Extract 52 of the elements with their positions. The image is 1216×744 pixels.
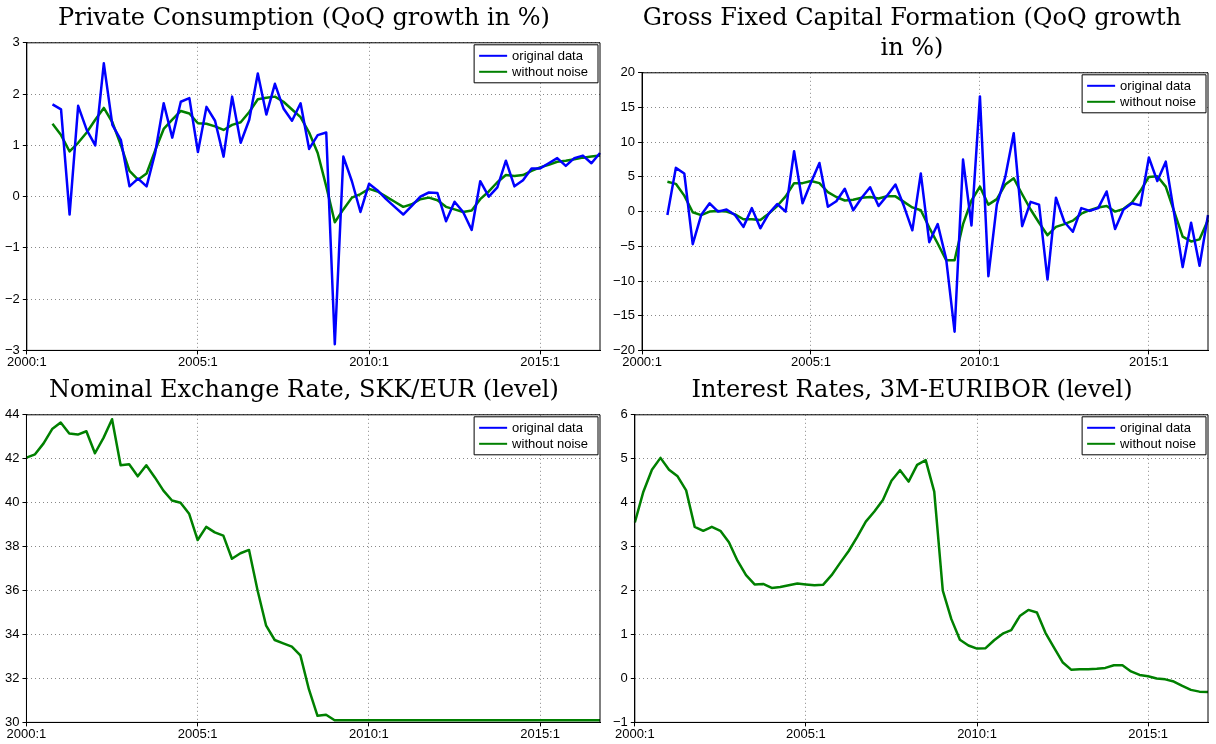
x-tick-label: 2005:1 bbox=[791, 353, 831, 369]
y-tick-label: 3 bbox=[12, 34, 20, 50]
y-tick-label: 5 bbox=[620, 450, 628, 466]
x-tick-label: 2005:1 bbox=[177, 725, 218, 741]
y-tick-label: −1 bbox=[4, 239, 20, 255]
legend-label: original data bbox=[512, 48, 584, 64]
x-tick-label: 2015:1 bbox=[520, 353, 560, 369]
x-tick-label: 2015:1 bbox=[1128, 353, 1169, 369]
chart-title: Nominal Exchange Rate, SKK/EUR (level) bbox=[48, 374, 560, 404]
x-tick-label: 2005:1 bbox=[786, 725, 826, 741]
x-tick-label: 2010:1 bbox=[957, 725, 997, 741]
y-tick-label: 1 bbox=[12, 136, 20, 152]
y-tick-label: 4 bbox=[620, 494, 628, 510]
y-tick-label: 3 bbox=[620, 538, 628, 554]
x-tick-label: 2015:1 bbox=[1128, 725, 1168, 741]
legend-label: without noise bbox=[1119, 94, 1197, 110]
y-tick-label: 6 bbox=[620, 406, 628, 422]
x-tick-label: 2010:1 bbox=[348, 725, 389, 741]
legend-label: original data bbox=[512, 420, 584, 436]
y-tick-label: 36 bbox=[4, 582, 20, 598]
y-tick-label: 2 bbox=[620, 582, 628, 598]
y-tick-label: −10 bbox=[612, 272, 636, 288]
y-tick-label: −2 bbox=[4, 290, 20, 306]
y-tick-label: 34 bbox=[4, 626, 20, 642]
x-tick-label: 2010:1 bbox=[349, 353, 389, 369]
y-tick-label: 42 bbox=[4, 450, 20, 466]
y-tick-label: 44 bbox=[4, 406, 20, 422]
y-tick-label: 5 bbox=[627, 168, 636, 184]
y-tick-label: 10 bbox=[620, 133, 636, 149]
chart-title: Interest Rates, 3M-EURIBOR (level) bbox=[690, 374, 1134, 404]
y-tick-label: 0 bbox=[12, 188, 20, 204]
x-tick-label: 2005:1 bbox=[178, 353, 218, 369]
chart-title: Gross Fixed Capital Formation (QoQ growth in %) bbox=[642, 2, 1182, 62]
x-tick-label: 2015:1 bbox=[520, 725, 560, 741]
legend-label: without noise bbox=[511, 436, 589, 452]
y-tick-label: 0 bbox=[620, 670, 628, 686]
y-tick-label: −5 bbox=[620, 237, 636, 253]
y-tick-label: 20 bbox=[620, 64, 636, 80]
y-tick-label: 1 bbox=[620, 626, 628, 642]
y-tick-label: −15 bbox=[612, 307, 636, 323]
chart-title: Private Consumption (QoQ growth in %) bbox=[57, 2, 551, 32]
legend-label: original data bbox=[1120, 78, 1192, 94]
legend-label: without noise bbox=[1119, 436, 1197, 452]
y-tick-label: 38 bbox=[4, 538, 20, 554]
y-tick-label: 2 bbox=[12, 85, 20, 101]
y-tick-label: 32 bbox=[4, 670, 20, 686]
legend-label: original data bbox=[1120, 420, 1192, 436]
x-tick-label: 2010:1 bbox=[960, 353, 1000, 369]
y-tick-label: 40 bbox=[4, 494, 20, 510]
y-tick-label: 0 bbox=[627, 203, 636, 219]
y-tick-label: 15 bbox=[620, 99, 636, 115]
legend-label: without noise bbox=[511, 64, 589, 80]
